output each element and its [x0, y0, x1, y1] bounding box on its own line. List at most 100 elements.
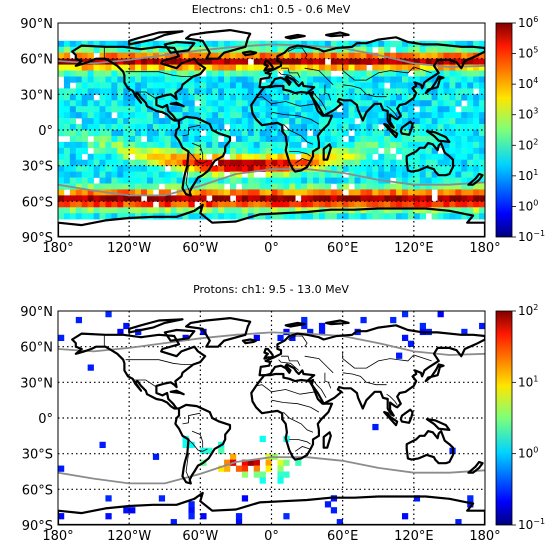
flux-cell [348, 118, 355, 125]
flux-cell [461, 118, 468, 125]
flux-cell [455, 70, 462, 77]
country-border [304, 67, 334, 86]
flux-cell [324, 52, 332, 59]
flux-cell [396, 124, 403, 131]
flux-cell [473, 46, 480, 54]
flux-cell [99, 213, 106, 220]
flux-cell [253, 147, 260, 155]
flux-cell [206, 177, 213, 184]
flux-cell [170, 106, 177, 113]
flux-cell [224, 52, 231, 59]
flux-cell [146, 82, 154, 89]
flux-cell [277, 106, 284, 113]
flux-cell [135, 130, 142, 137]
flux-cell [111, 88, 118, 95]
flux-cell [372, 76, 379, 83]
flux-cell [295, 135, 302, 143]
flux-cell [265, 177, 272, 184]
flux-cell [81, 183, 88, 190]
flux-cell [99, 100, 106, 107]
flux-cell [229, 118, 237, 125]
flux-cell [58, 94, 65, 101]
flux-cell [390, 213, 397, 220]
flux-cell [354, 52, 361, 59]
flux-cell [413, 135, 421, 143]
flux-cell [307, 171, 314, 178]
flux-cell [467, 165, 474, 172]
flux-cell [384, 100, 391, 107]
flux-cell [259, 189, 266, 196]
coastline [58, 203, 485, 237]
flux-cell [224, 459, 231, 466]
flux-cell [277, 207, 284, 214]
flux-cell [366, 189, 373, 196]
flux-cell [407, 177, 415, 184]
flux-cell [473, 183, 480, 190]
flux-cell [419, 94, 426, 101]
flux-cell [123, 153, 130, 161]
flux-cell [212, 118, 219, 125]
flux-cell [348, 100, 355, 107]
flux-cell [87, 141, 94, 149]
flux-cell [75, 130, 83, 137]
flux-cell [81, 112, 88, 119]
flux-cell [200, 195, 207, 202]
flux-cell [289, 334, 296, 342]
flux-cell [271, 141, 278, 149]
country-border [312, 379, 327, 399]
flux-cell [129, 159, 136, 166]
flux-cell [141, 165, 148, 172]
flux-cell [271, 171, 278, 178]
flux-cell [307, 177, 314, 184]
flux-cell [229, 453, 237, 460]
flux-cell [87, 130, 94, 137]
flux-cell [354, 46, 361, 54]
flux-cell [247, 201, 255, 208]
flux-cell [318, 159, 326, 166]
flux-cell [69, 165, 77, 172]
flux-cell [360, 135, 367, 143]
flux-cell [289, 106, 296, 113]
flux-cell [212, 94, 219, 101]
flux-cell [407, 94, 415, 101]
flux-cell [259, 177, 266, 184]
flux-cell [87, 153, 94, 161]
flux-cell [235, 171, 243, 178]
flux-cell [289, 52, 296, 59]
flux-cell [111, 141, 118, 149]
latitude-label: 90°S [22, 519, 53, 534]
flux-cell [396, 130, 403, 137]
flux-cell [123, 177, 130, 184]
flux-cell [396, 118, 403, 125]
flux-cell [283, 183, 290, 190]
flux-cell [443, 100, 450, 107]
flux-cell [265, 459, 272, 466]
flux-cell [235, 177, 243, 184]
flux-cell [455, 64, 462, 71]
flux-cell [123, 64, 130, 71]
flux-cell [212, 141, 219, 149]
flux-cell [99, 112, 106, 119]
flux-cell [425, 100, 432, 107]
flux-cell [241, 130, 249, 137]
flux-cell [93, 135, 100, 143]
flux-cell [461, 213, 468, 220]
flux-cell [212, 130, 219, 137]
flux-cell [146, 94, 154, 101]
flux-cell [141, 201, 148, 208]
flux-cell [419, 100, 426, 107]
flux-cell [384, 94, 391, 101]
flux-cell [182, 52, 189, 59]
flux-cell [117, 189, 124, 196]
flux-cell [247, 130, 255, 137]
flux-cell [259, 112, 266, 119]
flux-cell [295, 159, 302, 166]
flux-cell [164, 100, 171, 107]
flux-cell [170, 153, 177, 161]
flux-cell [301, 40, 308, 48]
flux-cell [241, 64, 249, 71]
flux-cell [176, 58, 183, 65]
flux-cell [431, 135, 438, 143]
flux-cell [241, 207, 249, 214]
flux-cell [253, 106, 260, 113]
